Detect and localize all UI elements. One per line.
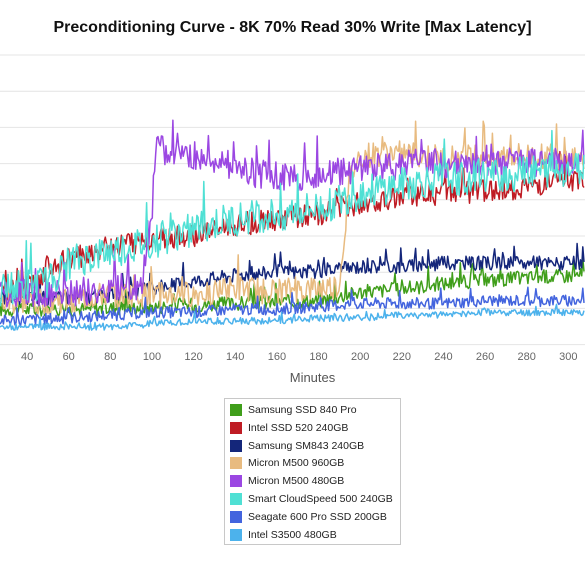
x-axis-title: Minutes bbox=[289, 370, 336, 385]
series-line bbox=[0, 129, 585, 307]
legend-item: Micron M500 480GB bbox=[230, 474, 344, 488]
legend-item: Intel SSD 520 240GB bbox=[230, 421, 348, 435]
x-tick-label: 140 bbox=[226, 351, 244, 363]
legend-swatch bbox=[230, 528, 242, 541]
legend-swatch bbox=[230, 510, 242, 523]
legend-swatch bbox=[230, 439, 242, 452]
legend-swatch bbox=[230, 493, 242, 505]
x-tick-label: 280 bbox=[518, 351, 536, 363]
legend-item: Micron M500 960GB bbox=[230, 456, 344, 470]
series-lines bbox=[0, 119, 585, 331]
x-tick-label: 60 bbox=[63, 351, 75, 363]
x-tick-label: 160 bbox=[268, 351, 286, 363]
x-tick-label: 240 bbox=[434, 351, 452, 363]
legend-label: Samsung SM843 240GB bbox=[248, 439, 365, 452]
series-line bbox=[0, 303, 585, 331]
x-tick-label: 180 bbox=[309, 351, 327, 363]
x-tick-label: 220 bbox=[393, 351, 411, 363]
x-tick-label: 40 bbox=[21, 351, 33, 363]
legend-item: Intel S3500 480GB bbox=[230, 528, 337, 542]
legend-item: Seagate 600 Pro SSD 200GB bbox=[230, 510, 387, 524]
legend-swatch bbox=[230, 457, 242, 470]
legend-item: Smart CloudSpeed 500 240GB bbox=[230, 492, 393, 506]
x-tick-label: 260 bbox=[476, 351, 494, 363]
legend-label: Samsung SSD 840 Pro bbox=[248, 404, 357, 416]
legend-label: Micron M500 960GB bbox=[248, 457, 345, 470]
x-tick-label: 120 bbox=[184, 351, 202, 363]
legend-label: Smart CloudSpeed 500 240GB bbox=[248, 493, 393, 505]
legend-swatch bbox=[230, 475, 242, 488]
legend-swatch bbox=[230, 404, 242, 416]
x-axis-ticks: 40 60 80 100 120 140 160 180 200 220 240 260 280 300 bbox=[21, 351, 578, 363]
series-line bbox=[0, 286, 585, 327]
legend: Samsung SSD 840 Pro Intel SSD 520 240GB Sa… bbox=[224, 398, 401, 545]
x-tick-label: 300 bbox=[559, 351, 577, 363]
legend-item: Samsung SSD 840 Pro bbox=[230, 403, 357, 417]
legend-label: Intel SSD 520 240GB bbox=[248, 421, 349, 434]
x-tick-label: 80 bbox=[104, 351, 116, 363]
legend-swatch bbox=[230, 421, 242, 434]
legend-label: Micron M500 480GB bbox=[248, 475, 345, 488]
legend-label: Intel S3500 480GB bbox=[248, 528, 337, 541]
line-chart: 40 60 80 100 120 140 160 180 200 220 240 260 280 300 bbox=[0, 54, 585, 363]
legend-item: Samsung SM843 240GB bbox=[230, 439, 364, 453]
legend-label: Seagate 600 Pro SSD 200GB bbox=[248, 510, 387, 523]
chart-title: Preconditioning Curve - 8K 70% Read 30% … bbox=[53, 19, 532, 36]
x-tick-label: 100 bbox=[143, 351, 161, 363]
series-line bbox=[0, 119, 585, 308]
x-tick-label: 200 bbox=[351, 351, 369, 363]
